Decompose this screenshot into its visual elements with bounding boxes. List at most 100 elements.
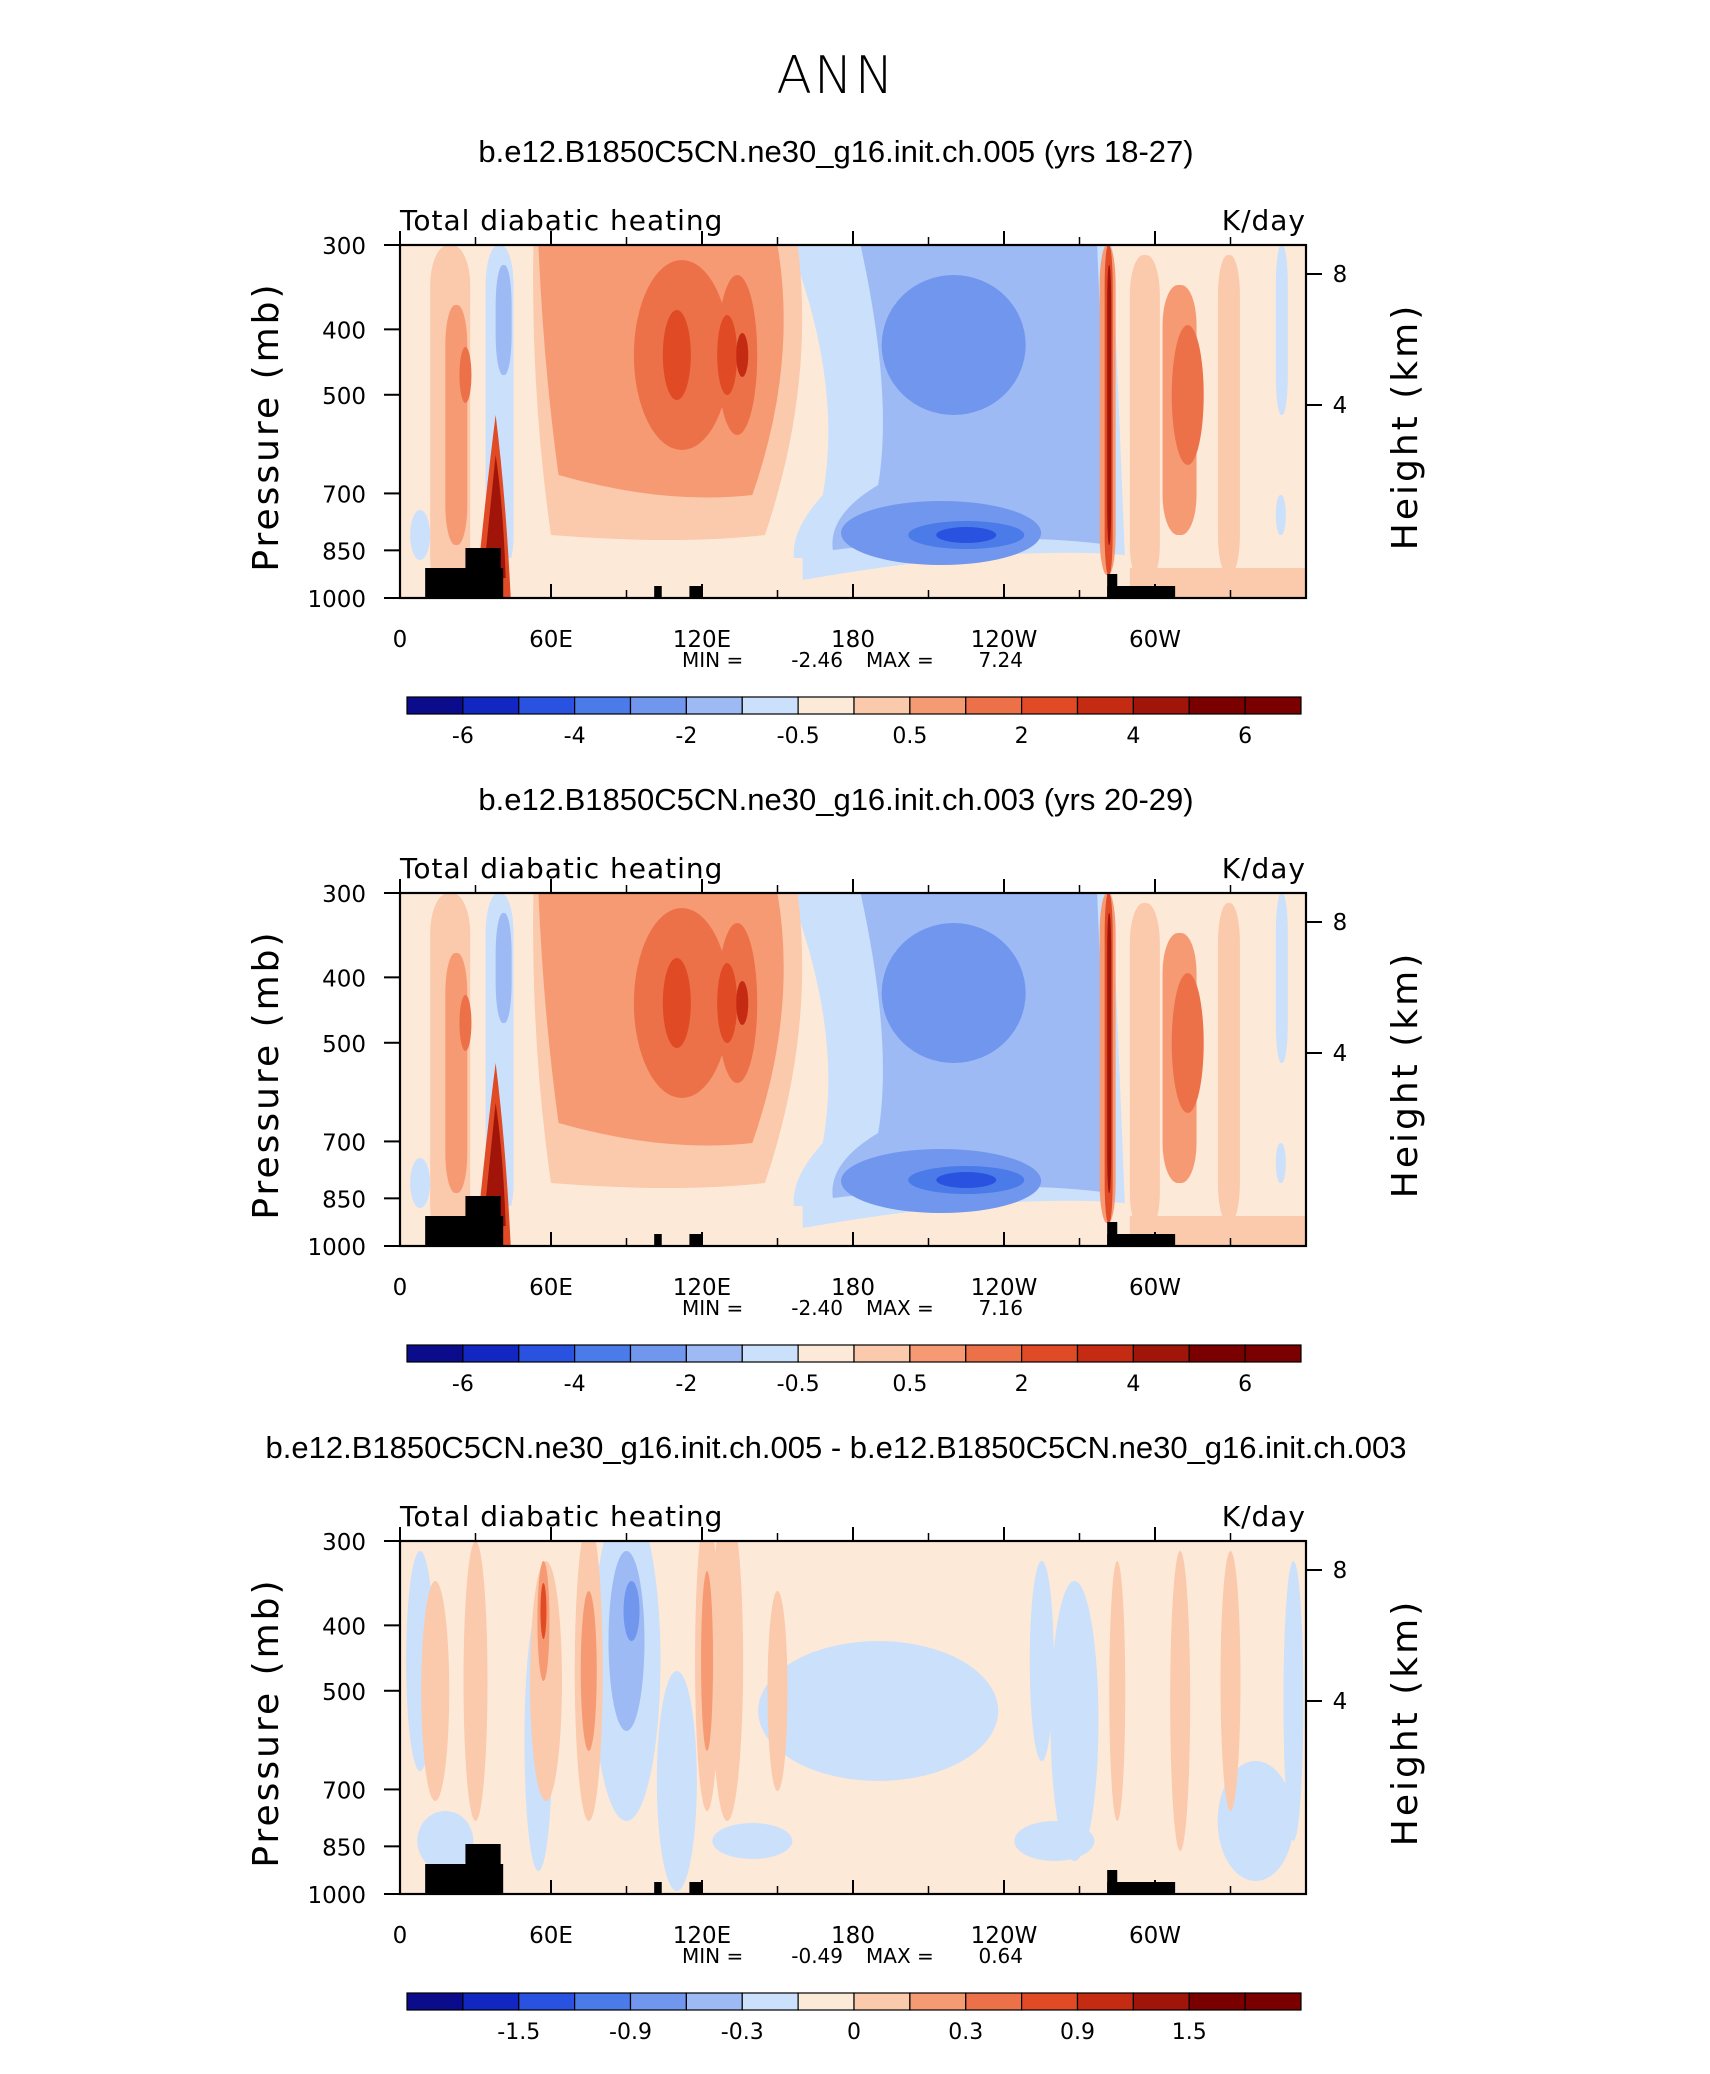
x-tick-label: 60W [1129, 627, 1181, 653]
colorbar-box [1244, 1344, 1302, 1363]
contour-region [1217, 1761, 1294, 1881]
colorbar-box [629, 696, 687, 715]
colorbar-label: -0.5 [777, 1372, 820, 1397]
y-tick-label: 300 [322, 1530, 366, 1556]
colorbar-label: -2 [675, 724, 697, 749]
colorbar-label: -4 [564, 1372, 586, 1397]
x-tick-label: 120E [673, 1275, 731, 1301]
colorbar-box [797, 696, 855, 715]
x-tick-label: 0 [393, 627, 408, 653]
colorbar-box [574, 1344, 632, 1363]
colorbar-box [1021, 1344, 1079, 1363]
units-label: K/day [1222, 852, 1306, 885]
colorbar-label: -1.5 [497, 2020, 540, 2045]
topography-mask [654, 586, 662, 598]
colorbar: -6 -4 -2 -0.5 0.5 2 4 6 [406, 696, 1302, 749]
topography-mask [490, 1216, 504, 1246]
contour-region [1107, 913, 1112, 1193]
topography-mask [689, 586, 702, 598]
contour-region [1217, 903, 1240, 1223]
colorbar-label: -2 [675, 1372, 697, 1397]
contour-region [483, 1103, 506, 1226]
colorbar-box [1021, 696, 1079, 715]
y-tick-label: 1000 [307, 1883, 366, 1909]
colorbar-box [1076, 696, 1134, 715]
contour-region [463, 1541, 488, 1821]
y-tick-label: 850 [322, 1187, 366, 1213]
x-tick-label: 120W [971, 1275, 1038, 1301]
colorbar-box [1132, 1344, 1190, 1363]
y-tick-label: 400 [322, 318, 366, 344]
contour-region [483, 455, 506, 578]
colorbar-box [965, 696, 1023, 715]
contour-panel-2: b.e12.B1850C5CN.ne30_g16.init.ch.003 (yr… [246, 782, 1426, 1397]
contour-region [936, 527, 997, 543]
x-tick-label: 0 [393, 1275, 408, 1301]
colorbar-box [1188, 1344, 1246, 1363]
colorbar-label: -4 [564, 724, 586, 749]
colorbar-box [406, 1992, 464, 2011]
max-value: 0.64 [978, 1944, 1023, 1968]
colorbar-box [1132, 1992, 1190, 2011]
colorbar-box [1021, 1992, 1079, 2011]
x-tick-label: 60W [1129, 1923, 1181, 1949]
left-label: Total diabatic heating [399, 852, 723, 885]
contour-region [1029, 1561, 1054, 1761]
colorbar-label: 0.9 [1060, 2020, 1095, 2045]
colorbar-box [574, 1992, 632, 2011]
contour-region [500, 558, 803, 598]
topography-mask [1107, 1882, 1176, 1894]
units-label: K/day [1222, 1500, 1306, 1533]
contour-region [881, 923, 1026, 1063]
y-axis-title: Pressure (mb) [246, 929, 287, 1219]
panel-title: b.e12.B1850C5CN.ne30_g16.init.ch.005 - b… [266, 1430, 1407, 1465]
colorbar-box [629, 1992, 687, 2011]
colorbar: -1.5 -0.9 -0.3 0 0.3 0.9 1.5 [406, 1992, 1302, 2045]
y2-axis-title: Height (km) [1385, 1599, 1426, 1846]
contour-region [1109, 1561, 1126, 1821]
colorbar-label: 0.5 [892, 1372, 927, 1397]
colorbar-box [853, 696, 911, 715]
topography-mask [689, 1882, 702, 1894]
max-label: MAX = [866, 648, 934, 672]
y-tick-label: 700 [322, 1130, 366, 1156]
contour-region [736, 333, 749, 377]
topography-mask [1107, 586, 1176, 598]
y2-tick-label: 4 [1333, 1041, 1348, 1067]
contour-region [500, 1206, 803, 1246]
colorbar-box [1188, 696, 1246, 715]
min-value: -2.40 [791, 1296, 843, 1320]
colorbar-label: -0.5 [777, 724, 820, 749]
contour-field [400, 245, 1306, 598]
colorbar-box [685, 696, 743, 715]
y-tick-label: 400 [322, 1614, 366, 1640]
colorbar-box [406, 1344, 464, 1363]
y-tick-label: 500 [322, 384, 366, 410]
contour-region [767, 1591, 788, 1791]
x-tick-label: 180 [831, 1275, 875, 1301]
x-tick-label: 120W [971, 1923, 1038, 1949]
colorbar-box [518, 696, 576, 715]
contour-region [608, 1551, 645, 1731]
contour-region [410, 510, 431, 560]
panel-title: b.e12.B1850C5CN.ne30_g16.init.ch.005 (yr… [478, 134, 1193, 169]
contour-field [400, 1541, 1306, 1894]
contour-region [410, 1158, 431, 1208]
figure-title: ANN [776, 46, 895, 106]
contour-region [540, 1583, 547, 1639]
colorbar-label: 0 [847, 2020, 861, 2045]
colorbar-box [1244, 696, 1302, 715]
colorbar-box [1132, 696, 1190, 715]
contour-region [1275, 893, 1288, 1063]
topography-mask [654, 1882, 662, 1894]
y2-tick-label: 4 [1333, 393, 1348, 419]
contour-region [662, 310, 691, 400]
colorbar-label: -6 [452, 724, 474, 749]
colorbar-box [1188, 1992, 1246, 2011]
units-label: K/day [1222, 204, 1306, 237]
contour-region [712, 1823, 793, 1859]
colorbar-box [741, 696, 799, 715]
y-tick-label: 700 [322, 482, 366, 508]
colorbar-box [629, 1344, 687, 1363]
y-axis-title: Pressure (mb) [246, 1577, 287, 1867]
